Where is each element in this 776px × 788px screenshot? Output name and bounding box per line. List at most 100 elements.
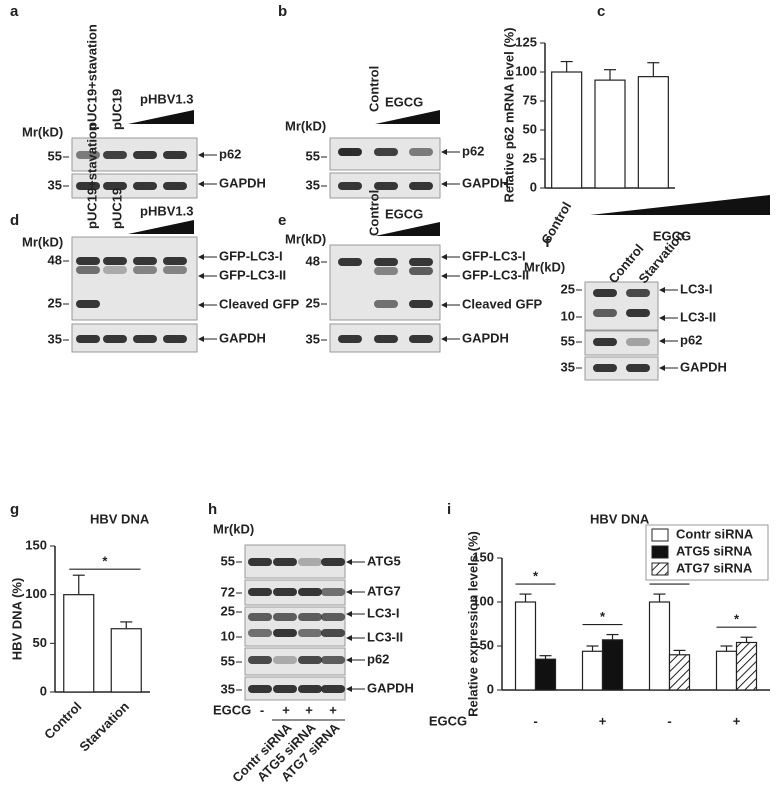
blot-band [409,267,433,275]
blot-band [133,151,157,159]
blot-band [626,309,650,317]
blot-band [248,613,272,621]
band-label: p62 [462,143,484,158]
blot-band [321,656,345,664]
blot-band [273,685,297,693]
treatment-sign: + [282,702,290,717]
y-tick-label: 50 [33,635,47,650]
blot-band [374,258,398,266]
blot-band [374,300,398,308]
bar [637,76,669,189]
blot-band [338,258,362,266]
lane-label: Control [366,190,381,236]
x-axis-label: EGCG [429,713,467,728]
blot-band [298,685,322,693]
blot-band [133,335,157,343]
band-arrowhead [198,302,204,308]
panel-letter: a [10,3,19,20]
mw-unit: Mr(kD) [285,118,326,133]
lane-label: pUC19+stavation [84,123,99,229]
bar [110,628,142,693]
y-tick-label: 50 [523,121,537,136]
band-arrowhead [346,611,352,617]
band-label: Cleaved GFP [219,296,300,311]
blot-band [298,558,322,566]
mw-marker: 48 [306,253,320,268]
blot-band [409,258,433,266]
mw-marker: 25 [306,295,320,310]
legend-label: ATG5 siRNA [676,543,753,558]
blot-band [248,558,272,566]
blot-band [76,266,100,274]
band-label: LC3-I [680,281,713,296]
error-bar [653,593,666,602]
significance-star: * [533,569,539,584]
band-label: GFP-LC3-I [462,248,526,263]
panel-letter: h [208,501,217,518]
treatment-label: EGCG [385,206,423,221]
legend-swatch [651,528,669,542]
blot-band [163,257,187,265]
y-tick-label: 100 [515,63,537,78]
mw-unit: Mr(kD) [213,521,254,536]
error-bar [72,574,85,595]
band-arrowhead [346,589,352,595]
significance-star: * [734,612,740,627]
y-tick-label: 125 [515,34,537,49]
blot-band [76,151,100,159]
blot-band [133,266,157,274]
dose-triangle [375,222,440,236]
lane-label: pUC19 [109,89,124,130]
band-label: GAPDH [219,330,266,345]
y-tick-label: 75 [523,92,537,107]
significance-star: * [600,609,606,624]
bar [551,71,583,189]
x-tick-label: Control [41,699,84,742]
blot-band [409,182,433,190]
blot-membrane [584,356,659,381]
blot-band [133,182,157,190]
band-arrowhead [198,273,204,279]
blot-band [321,613,345,621]
dose-triangle [128,220,194,234]
blot-band [298,629,322,637]
mw-marker: 35 [306,331,320,346]
blot-band [163,182,187,190]
blot-band [593,364,617,372]
blot-band [163,266,187,274]
blot-band [133,257,157,265]
y-tick-label: 0 [487,681,494,696]
blot-band [103,266,127,274]
blot-band [273,588,297,596]
band-label: GAPDH [219,175,266,190]
blot-band [103,151,127,159]
band-arrowhead [346,559,352,565]
error-bar [673,649,686,655]
band-label: GAPDH [462,330,509,345]
blot-band [626,338,650,346]
error-bar [519,593,532,602]
blot-band [409,335,433,343]
blot-band [273,629,297,637]
blot-band [374,182,398,190]
band-arrowhead [346,686,352,692]
mw-marker: 55 [306,148,320,163]
mw-marker: 25 [561,281,575,296]
band-label: LC3-I [367,605,400,620]
bar [601,639,624,691]
mw-unit: Mr(kD) [22,234,63,249]
treatment-label: EGCG [213,702,251,717]
error-bar [586,645,599,652]
band-arrowhead [198,254,204,260]
blot-band [626,289,650,297]
panel-letter: f [545,234,551,251]
error-bar [560,60,573,72]
bar [735,641,758,691]
mw-unit: Mr(kD) [524,259,565,274]
bar [648,601,671,691]
band-arrowhead [441,336,447,342]
mw-marker: 55 [48,148,62,163]
band-label: Cleaved GFP [462,296,543,311]
mw-marker: 48 [48,252,62,267]
blot-band [103,182,127,190]
